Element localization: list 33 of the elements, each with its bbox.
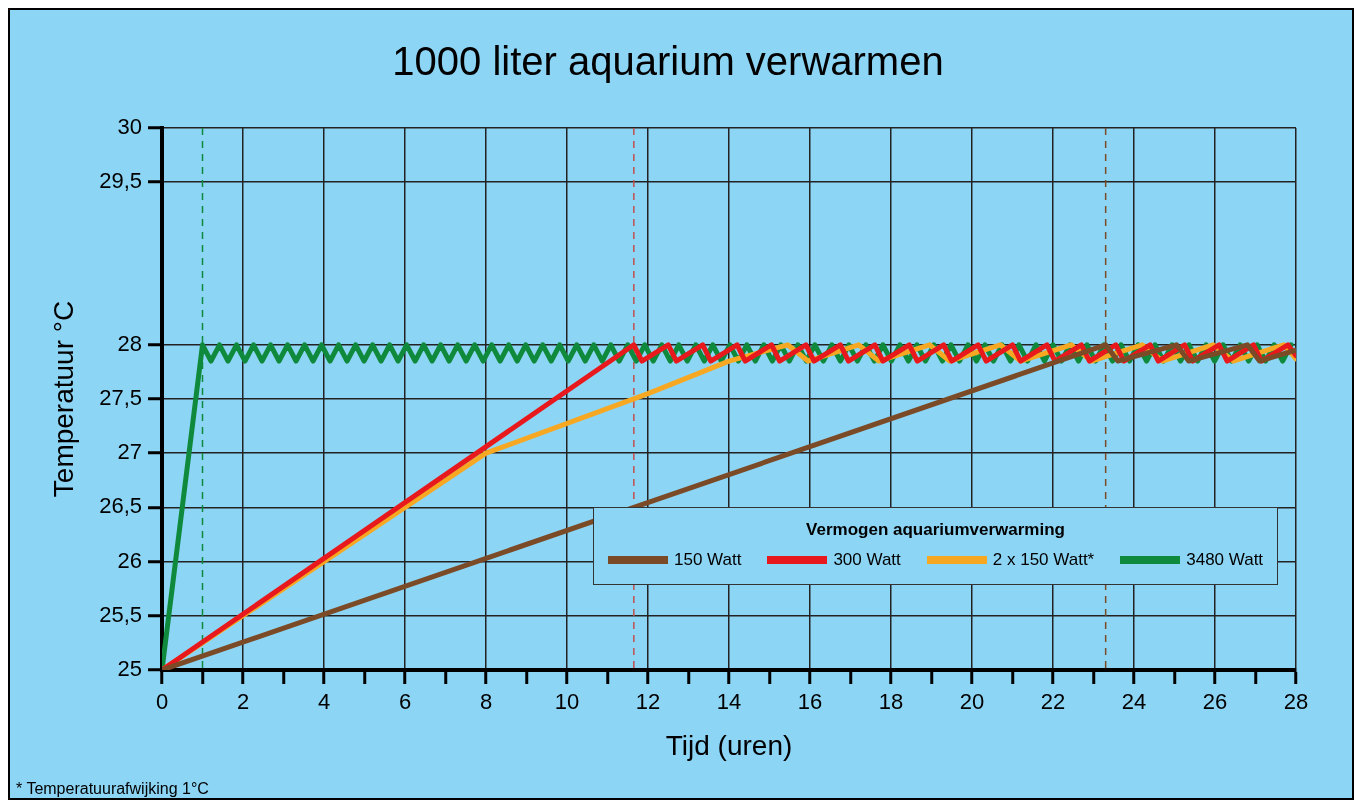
legend-label: 150 Watt — [674, 550, 742, 570]
x-tick-label: 10 — [554, 689, 580, 715]
x-tick-label: 20 — [959, 689, 985, 715]
legend-label: 2 x 150 Watt* — [992, 550, 1095, 570]
text: * Temperatuurafwijking 1°C — [16, 780, 209, 798]
y-tick-label: 26,5 — [99, 493, 142, 519]
x-tick-label: 14 — [716, 689, 742, 715]
x-tick-label: 26 — [1202, 689, 1228, 715]
y-tick-label: 29,5 — [99, 168, 142, 194]
x-tick-label: 22 — [1040, 689, 1066, 715]
x-axis-title: Tijd (uren) — [665, 729, 793, 761]
legend-title: Vermogen aquariumverwarming — [805, 520, 1066, 540]
x-tick-label: 28 — [1283, 689, 1309, 715]
x-tick-label: 12 — [635, 689, 661, 715]
y-tick-label: 28 — [117, 330, 142, 356]
x-tick-label: 8 — [479, 689, 493, 715]
legend-label: 300 Watt — [833, 550, 901, 570]
y-tick-label: 26 — [117, 547, 142, 573]
y-axis-title: Temperatuur °C — [47, 300, 79, 498]
x-tick-label: 16 — [797, 689, 823, 715]
y-tick-label: 30 — [117, 114, 142, 140]
legend-label: 3480 Watt — [1186, 550, 1264, 570]
x-tick-label: 6 — [398, 689, 412, 715]
x-tick-label: 2 — [236, 689, 250, 715]
y-tick-label: 25,5 — [99, 601, 142, 627]
x-tick-label: 24 — [1121, 689, 1147, 715]
x-tick-label: 18 — [878, 689, 904, 715]
chart-title: 1000 liter aquarium verwarmen — [392, 39, 944, 84]
y-tick-label: 27 — [117, 439, 142, 465]
x-tick-label: 0 — [155, 689, 169, 715]
x-tick-label: 4 — [317, 689, 331, 715]
y-tick-label: 27,5 — [99, 385, 142, 411]
y-tick-label: 25 — [117, 656, 142, 682]
